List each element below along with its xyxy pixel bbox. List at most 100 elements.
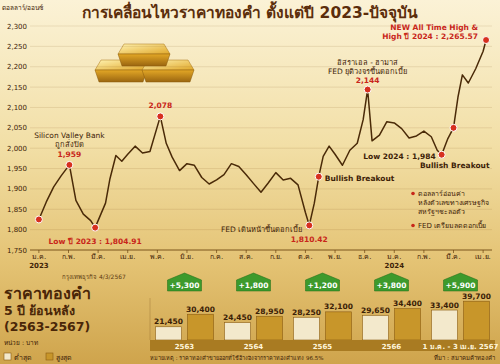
grid-line [30,148,492,149]
y-tick-label: 2,150 [7,84,27,92]
change-badge [237,273,271,291]
annotation-text: High ปี 2024 : 2,265.57 [382,32,478,41]
title: การเคลื่อนไหวราคาทองคำ ตั้งแต่ปี 2023-ปั… [82,1,418,23]
y-axis [150,298,151,340]
x-tick-label: 2564 [244,343,264,351]
change-label: +3,800 [376,281,406,290]
gold-bar-decoration [118,44,170,54]
y-tick-label: 2,050 [7,124,27,132]
data-label: 28,250 [292,308,321,317]
change-label: +5,900 [445,281,475,290]
data-label: 29,650 [361,306,390,315]
x-axis [30,250,492,251]
annotation-point [306,222,313,229]
x-tick-label: 2566 [382,343,402,351]
note-text: FED เตรียมลดดอกเบี้ย [418,219,486,230]
change-label: +1,800 [238,281,268,290]
data-label: 21,450 [154,317,183,326]
annotation-text: Low ปี 2023 : 1,804.91 [49,237,142,246]
annotation-point [66,161,73,168]
annotation-text: 2,144 [356,76,380,85]
y-tick-label: 1,900 [7,185,27,193]
annotation-text: อิสราเอล - ฮามาส [337,58,398,67]
subtitle: (2563-2567) [4,319,90,334]
annotation-point [483,37,490,44]
annotation-text: 1,810.42 [291,235,328,244]
bullet [411,224,415,228]
x-tick-label: 1 ม.ค. - 3 เม.ย. 2567 [423,343,499,351]
y-tick-label: 2,300 [7,23,27,31]
annotation-text: FED เดินหน้าขึ้นดอกเบี้ย [221,224,302,234]
x-tick-label: เม.ย. [475,253,490,261]
annotation-point [438,151,445,158]
x-tick-label: 2563 [175,343,195,351]
x-tick-label: มี.ค. [446,253,460,261]
x-tick-label: พ.ค. [150,253,164,261]
x-tick-label: ก.ค. [210,253,223,261]
x-tick-label: ม.ค. [387,253,401,261]
bar [225,323,251,340]
annotation-text: Bullish Breakout [325,174,395,183]
annotation-text: ถูกสั่งปิด [55,139,84,149]
change-badge [375,273,409,291]
note-text: สหรัฐฯชะลอตัว [418,208,465,216]
x-tick-label: มิ.ย. [180,253,193,261]
data-label: 33,400 [430,301,459,310]
bar [156,327,182,340]
annotation-point [35,216,42,223]
y-tick-label: 2,200 [7,63,27,71]
x-tick-label: ธ.ค. [358,253,371,261]
axis-title: ดอลลาร์/ออนซ์ [2,4,44,12]
y-tick-label: 1,850 [7,206,27,214]
grid-line [30,46,492,47]
y-tick-label: 1,950 [7,165,27,173]
year-label: 2024 [385,262,405,270]
legend-label: ต่ำสุด [14,353,32,362]
y-tick-label: 1,750 [7,247,27,255]
data-label: 24,450 [223,313,252,322]
note-text: หลังตัวเลขทางเศรษฐกิจ [418,199,489,207]
bar [432,310,458,340]
gold-bar-decoration [142,70,194,82]
x-tick-label: ก.ย. [270,253,282,261]
x-tick-label: พ.ย. [328,253,341,261]
annotation-text: Low 2024 : 1,984 [363,152,435,161]
x-tick-label: ต.ค. [298,253,312,261]
grid-line [30,66,492,67]
x-tick-label: ส.ค. [239,253,252,261]
annotation-text: Silicon Valley Bank [34,131,105,140]
bar [294,317,320,340]
data-label: 32,100 [324,302,353,311]
footnote: หมายเหตุ : ราคาทองคำขายออกที่ใช้อ้างอิงจ… [150,354,324,362]
legend-swatch [46,353,53,360]
grid-line [30,127,492,128]
y-tick-label: 2,250 [7,43,27,51]
y-tick-label: 2,000 [7,145,27,153]
bar [464,301,490,340]
data-label: 39,700 [462,292,491,301]
annotation-point [157,113,164,120]
bar [188,314,214,340]
x-tick-label: ก.พ. [62,253,75,261]
x-tick-label: ม.ค. [32,253,46,261]
annotation-text: 1,959 [58,150,82,159]
annotation-point [450,124,457,131]
subtitle: 5 ปี ย้อนหลัง [4,303,75,318]
annotation-text: 2,078 [148,101,172,110]
annotation-point [92,224,99,231]
grid-line [30,250,492,251]
year-label: 2023 [29,262,49,270]
bar [363,315,389,340]
bar [395,309,421,340]
grid-line [30,87,492,88]
legend-label: สูงสุด [56,354,72,362]
x-tick-label: เม.ย. [120,253,135,261]
annotation-text: NEW All Time High & [390,23,478,32]
x-tick-label: มี.ค. [91,253,105,261]
plot-area [156,301,490,340]
data-label: 34,400 [393,299,422,308]
title: ราคาทองคำ [4,284,91,303]
annotation-text: FED ยุติวงจรขึ้นดอกเบี้ย [328,66,407,76]
bar [326,312,352,340]
annotation-point [315,173,322,180]
